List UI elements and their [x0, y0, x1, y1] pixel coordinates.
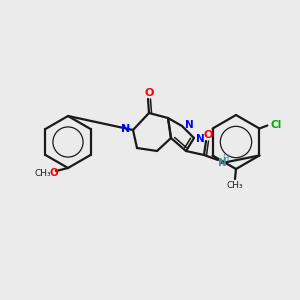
Text: N: N: [218, 158, 226, 168]
Text: CH₃: CH₃: [35, 169, 51, 178]
Text: O: O: [203, 130, 213, 140]
Text: Cl: Cl: [271, 119, 282, 130]
Text: CH₃: CH₃: [227, 182, 243, 190]
Text: N: N: [122, 124, 130, 134]
Text: O: O: [144, 88, 154, 98]
Text: N: N: [196, 134, 204, 144]
Text: H: H: [222, 154, 229, 163]
Text: O: O: [50, 168, 58, 178]
Text: N: N: [184, 120, 194, 130]
